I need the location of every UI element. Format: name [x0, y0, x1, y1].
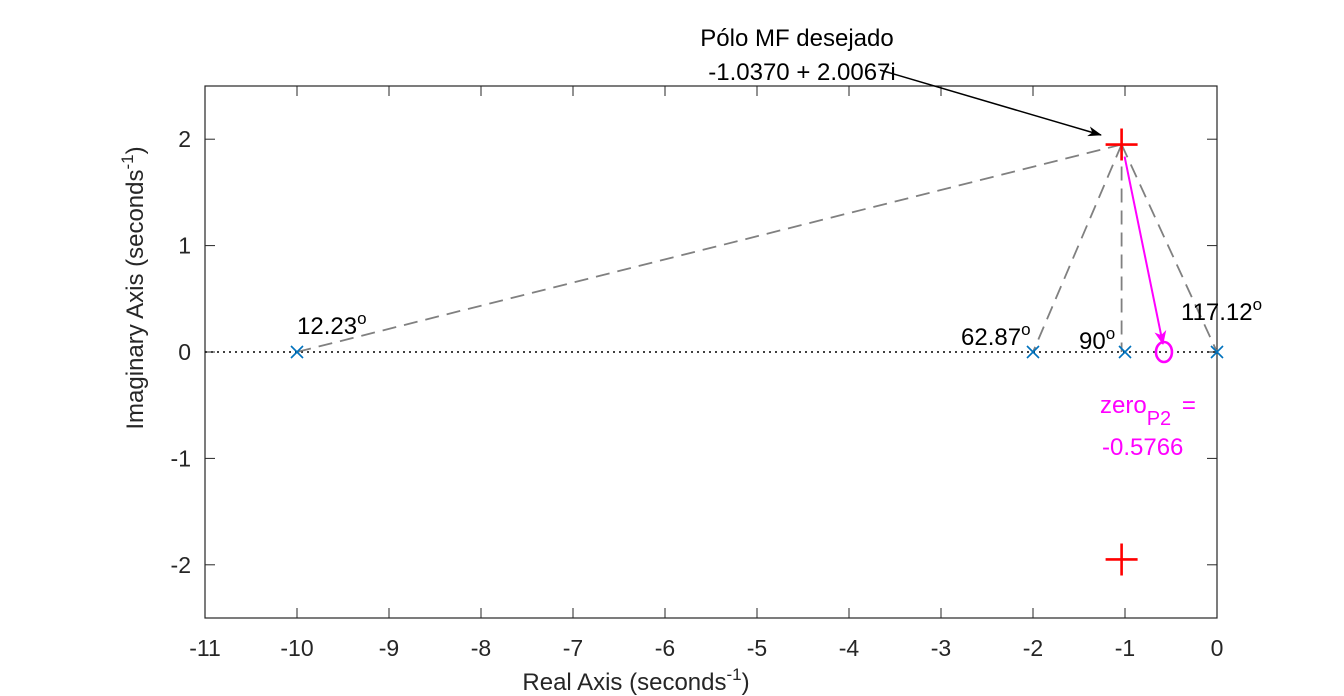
angle-label: 117.12o [1181, 295, 1262, 326]
desired-poles [1105, 128, 1138, 576]
zero-annotation-subscript: P2 [1147, 408, 1171, 430]
zero-annotation-label: zeroP2 = [1100, 392, 1196, 430]
y-tick-label: 0 [178, 339, 191, 365]
open-loop-pole-marker [1026, 345, 1040, 359]
x-tick-label: -4 [839, 635, 860, 661]
x-axis-title-text: Real Axis (seconds [522, 669, 726, 696]
x-axis-title-close: ) [742, 669, 750, 696]
zero-annotation-value: -0.5766 [1102, 434, 1183, 461]
y-axis-title-sup: -1 [118, 154, 137, 169]
angle-label-degree: o [357, 309, 366, 328]
x-axis-title-sup: -1 [726, 665, 741, 684]
pole-annotation-line2: -1.0370 + 2.0067i [708, 59, 896, 86]
zero-annotation-name: zero [1100, 392, 1147, 419]
angle-label: 90o [1079, 324, 1115, 355]
pole-annotation-arrow [879, 69, 1102, 137]
angle-line [1120, 144, 1218, 353]
angle-line [296, 143, 1122, 353]
open-loop-poles [290, 345, 1224, 359]
zero-circle [1154, 340, 1174, 364]
y-axis-title-text: Imaginary Axis (seconds [122, 170, 149, 430]
angle-label-value: 90 [1079, 328, 1106, 355]
angle-label-degree: o [1021, 320, 1030, 339]
y-tick-label: 1 [178, 233, 191, 259]
x-tick-label: -5 [747, 635, 767, 661]
pole-annotation-line1: Pólo MF desejado [700, 25, 893, 52]
angle-label-value: 117.12 [1181, 299, 1253, 326]
angle-label-degree: o [1253, 295, 1262, 314]
zero-annotation-equals: = [1175, 392, 1196, 419]
desired-pole-marker [1105, 128, 1138, 161]
open-loop-pole-marker [1118, 345, 1132, 359]
x-tick-label: 0 [1211, 635, 1224, 661]
y-tick-label: -1 [171, 445, 191, 471]
x-tick-label: -3 [931, 635, 951, 661]
x-tick-label: -11 [189, 635, 221, 661]
desired-pole-marker [1105, 543, 1138, 576]
angle-label: 62.87o [961, 320, 1031, 351]
angle-lines [296, 143, 1218, 353]
x-tick-label: -9 [379, 635, 399, 661]
y-axis-title-close: ) [122, 146, 149, 154]
angle-label-value: 12.23 [297, 313, 357, 340]
x-tick-label: -10 [280, 635, 313, 661]
x-tick-label: -2 [1023, 635, 1043, 661]
open-loop-pole-marker [1210, 345, 1224, 359]
x-tick-label: -7 [563, 635, 583, 661]
angle-label-value: 62.87 [961, 324, 1021, 351]
x-axis-title: Real Axis (seconds-1) [522, 665, 749, 696]
angle-label-degree: o [1106, 324, 1115, 343]
x-tick-label: -6 [655, 635, 675, 661]
zero-marker [1154, 340, 1174, 364]
y-tick-label: 2 [178, 126, 191, 152]
angle-line [1032, 144, 1123, 353]
y-axis-title: Imaginary Axis (seconds-1) [118, 146, 149, 429]
angle-label: 12.23o [297, 309, 367, 340]
y-tick-label: -2 [171, 552, 191, 578]
open-loop-pole-marker [290, 345, 304, 359]
x-tick-label: -8 [471, 635, 491, 661]
zero-annotation-arrow [1123, 156, 1167, 345]
x-tick-label: -1 [1115, 635, 1135, 661]
